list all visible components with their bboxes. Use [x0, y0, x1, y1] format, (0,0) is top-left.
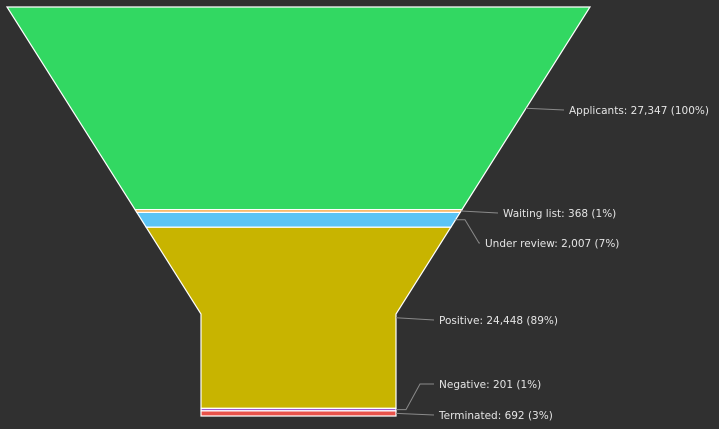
data-labels: Applicants: 27,347 (100%) Waiting list: 3… — [438, 105, 709, 422]
funnel-segment-under-review[interactable] — [135, 211, 462, 228]
connector-applicants — [525, 107, 565, 111]
connector-positive — [395, 317, 435, 321]
connector-under-review — [455, 219, 480, 244]
connector-negative — [396, 383, 434, 411]
funnel-segment-applicants[interactable] — [5, 6, 592, 211]
data-label-applicants: Applicants: 27,347 (100%) — [569, 105, 709, 117]
label-connectors — [395, 107, 565, 416]
funnel-segment-positive[interactable] — [145, 226, 452, 409]
data-label-negative: Negative: 201 (1%) — [439, 379, 541, 391]
data-label-terminated: Terminated: 692 (3%) — [438, 410, 553, 422]
funnel-segments — [5, 6, 592, 417]
data-label-positive: Positive: 24,448 (89%) — [439, 315, 558, 327]
connector-terminated — [395, 412, 435, 416]
data-label-waiting-list: Waiting list: 368 (1%) — [503, 208, 616, 220]
data-label-under-review: Under review: 2,007 (7%) — [485, 238, 619, 250]
funnel-segment-terminated[interactable] — [200, 410, 397, 417]
connector-waiting-list — [461, 210, 499, 214]
